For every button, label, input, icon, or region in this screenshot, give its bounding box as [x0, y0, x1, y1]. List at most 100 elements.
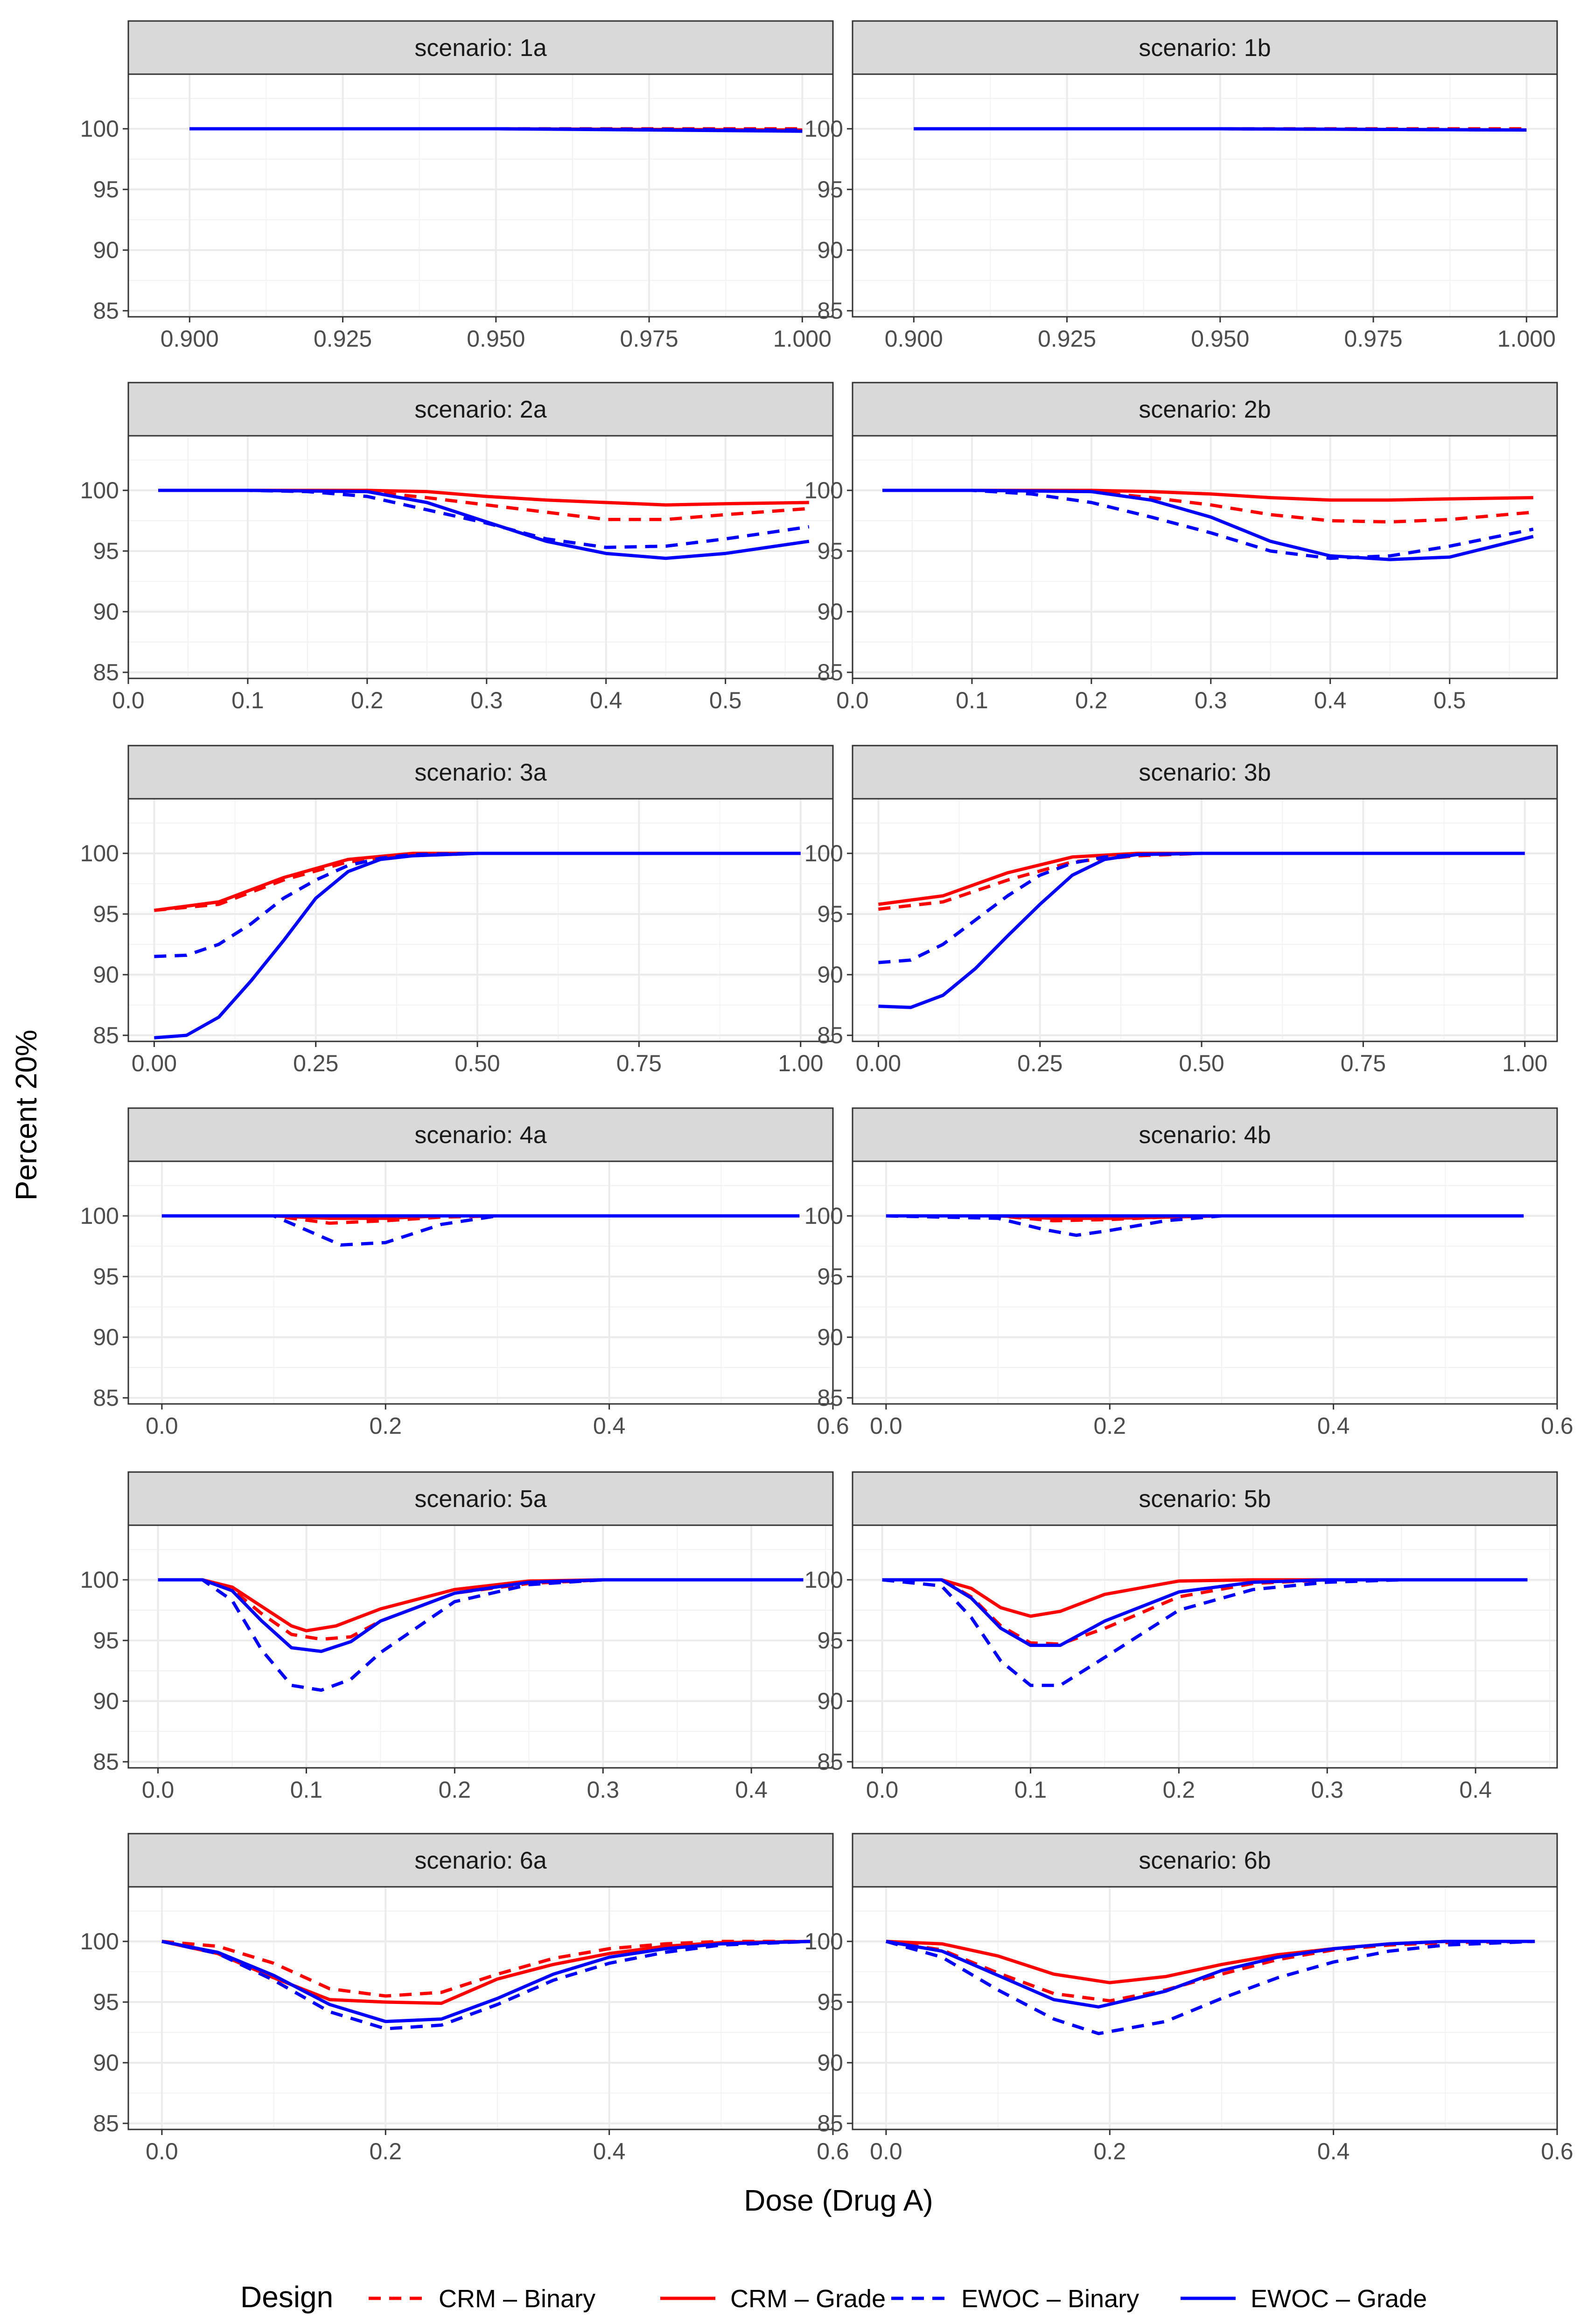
x-tick-label: 0.4 — [590, 687, 622, 713]
facet-strip — [127, 20, 834, 75]
legend-label: CRM – Grade — [730, 2285, 886, 2313]
x-tick-label: 0.2 — [1094, 1413, 1126, 1439]
y-tick-label: 85 — [93, 1749, 119, 1775]
facet-panel-scenario-6b: scenario: 6b 85 90 95 100 0.0 0.2 0.4 0.6 — [804, 1833, 1573, 2164]
legend: Design CRM – Binary CRM – Grade EWOC – Bin… — [240, 2280, 1427, 2314]
x-tick-label: 0.900 — [161, 326, 219, 352]
x-tick-label: 1.000 — [1497, 326, 1556, 352]
x-tick-label: 0.2 — [370, 1413, 402, 1439]
y-tick-label: 95 — [93, 1627, 119, 1654]
x-tick-label: 0.4 — [1314, 687, 1347, 713]
plot-background — [853, 1887, 1557, 2129]
series-line-ewoc-grade — [189, 127, 803, 133]
x-tick-label: 0.5 — [709, 687, 742, 713]
y-tick-label: 100 — [804, 1567, 843, 1593]
legend-item: CRM – Binary — [369, 2285, 595, 2313]
y-tick-label: 85 — [817, 1385, 843, 1411]
gridlines — [128, 1887, 834, 2129]
panel-border — [127, 73, 834, 318]
facet-strip-label: scenario: 4b — [1139, 1122, 1271, 1149]
y-tick-label: 85 — [817, 298, 843, 324]
y-tick-label: 100 — [804, 840, 843, 866]
y-tick-label: 100 — [80, 1203, 119, 1229]
x-tick-label: 0.3 — [1311, 1777, 1344, 1803]
plot-background — [853, 74, 1557, 317]
facet-strip — [852, 745, 1558, 800]
y-tick-label: 85 — [93, 659, 119, 685]
series-line-ewoc-grade — [154, 851, 801, 1040]
plot-background — [128, 1525, 833, 1768]
plot-background — [128, 436, 833, 678]
x-tick-label: 0.2 — [1094, 2138, 1126, 2164]
x-tick-label: 0.1 — [1014, 1777, 1047, 1803]
panel-border — [852, 73, 1558, 318]
series-line-ewoc-grade — [886, 1940, 1535, 2009]
y-tick-label: 95 — [817, 1627, 843, 1654]
y-tick-label: 85 — [817, 2110, 843, 2136]
plot-background — [853, 799, 1557, 1041]
series-line-ewoc-binary — [158, 1578, 804, 1692]
y-tick-label: 95 — [93, 1263, 119, 1290]
series-line-crm-grade — [161, 1940, 811, 2005]
facet-panel-scenario-4b: scenario: 4b 85 90 95 100 0.0 0.2 0.4 0.6 — [804, 1107, 1573, 1439]
y-tick-label: 95 — [817, 901, 843, 927]
plot-background — [128, 74, 833, 317]
y-tick-label: 85 — [93, 1385, 119, 1411]
y-axis-title: Percent 20% — [9, 1030, 43, 1200]
facet-strip — [852, 1107, 1558, 1162]
panel-border — [127, 1886, 834, 2130]
panel-border — [127, 435, 834, 679]
panel-border — [852, 1160, 1558, 1405]
x-tick-label: 0.975 — [620, 326, 678, 352]
panel-border — [127, 798, 834, 1042]
plot-background — [128, 1887, 833, 2129]
facet-strip-label: scenario: 2b — [1139, 396, 1271, 423]
x-tick-label: 0.4 — [1317, 1413, 1350, 1439]
series-line-ewoc-binary — [882, 489, 1534, 560]
series-line-ewoc-binary — [885, 1940, 1535, 2036]
x-tick-label: 0.4 — [1317, 2138, 1350, 2164]
x-tick-label: 0.75 — [1341, 1050, 1386, 1076]
series-line-ewoc-grade — [158, 1578, 804, 1653]
facet-strip — [852, 382, 1558, 437]
y-tick-label: 90 — [817, 962, 843, 988]
series-line-ewoc-grade — [882, 1578, 1528, 1647]
plot-background — [853, 1161, 1557, 1404]
y-tick-label: 100 — [804, 1928, 843, 1954]
series-line-crm-grade — [882, 1578, 1528, 1618]
panel-border — [127, 1524, 834, 1769]
facet-panel-scenario-3b: scenario: 3b 85 90 95 100 0.00 0.25 0.50 0.75 1.0… — [804, 745, 1558, 1076]
y-tick-label: 85 — [817, 659, 843, 685]
y-tick-label: 90 — [93, 599, 119, 625]
plot-background — [128, 1161, 833, 1404]
x-tick-label: 1.00 — [778, 1050, 823, 1076]
y-tick-label: 85 — [93, 2110, 119, 2136]
panel-border — [127, 1160, 834, 1405]
y-tick-label: 90 — [817, 599, 843, 625]
legend-title: Design — [240, 2280, 333, 2314]
series-line-ewoc-binary — [882, 1578, 1528, 1687]
facet-panel-scenario-1b: scenario: 1b 85 90 95 100 0.900 0.925 0.950 0.97… — [804, 20, 1558, 352]
legend-item: EWOC – Binary — [891, 2285, 1139, 2313]
plot-background — [128, 799, 833, 1041]
facet-strip-label: scenario: 2a — [414, 396, 546, 423]
x-tick-label: 0.3 — [587, 1777, 620, 1803]
x-tick-label: 0.75 — [616, 1050, 662, 1076]
panel-border — [852, 798, 1558, 1042]
x-tick-label: 0.0 — [870, 1413, 902, 1439]
gridlines — [128, 74, 833, 317]
y-tick-label: 95 — [817, 1989, 843, 2015]
facet-strip — [127, 1107, 834, 1162]
y-tick-label: 90 — [93, 2050, 119, 2076]
facet-strip — [127, 382, 834, 437]
x-tick-label: 0.900 — [885, 326, 943, 352]
legend-label: EWOC – Binary — [961, 2285, 1139, 2313]
series-line-ewoc-grade — [161, 1940, 811, 2024]
facet-panel-scenario-4a: scenario: 4a 85 90 95 100 0.0 0.2 0.4 0.6 — [80, 1107, 849, 1439]
facet-strip-label: scenario: 3b — [1139, 759, 1271, 786]
series-line-ewoc-grade — [914, 127, 1527, 132]
x-tick-label: 0.4 — [1459, 1777, 1492, 1803]
x-tick-label: 0.4 — [593, 1413, 626, 1439]
x-tick-label: 0.0 — [866, 1777, 899, 1803]
